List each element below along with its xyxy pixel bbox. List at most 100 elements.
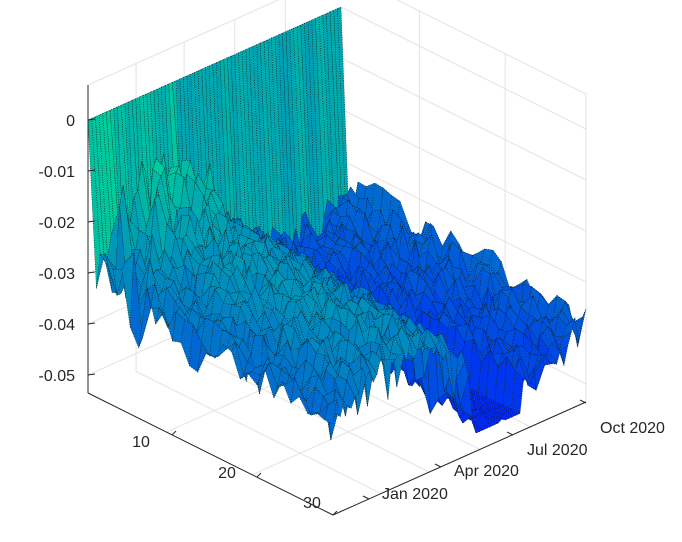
- surface-cell: [238, 50, 251, 256]
- surface-cell: [226, 333, 240, 350]
- surface-cell: [323, 199, 337, 221]
- surface-cell: [485, 418, 499, 426]
- surface-cell: [423, 283, 437, 303]
- maturity-tick-30: [332, 510, 338, 516]
- z-tick-5: [87, 373, 96, 376]
- surface-cell: [279, 293, 292, 323]
- surface-cell: [231, 300, 245, 308]
- surface-cell: [473, 392, 487, 399]
- surface-cell: [106, 109, 119, 244]
- surface-cell: [129, 253, 143, 349]
- surface-cell: [261, 242, 274, 277]
- surface-cell: [331, 282, 345, 304]
- surface-cell: [235, 291, 248, 306]
- surface-cell: [166, 165, 180, 177]
- surface-cell: [522, 278, 536, 299]
- surface-cell: [180, 319, 194, 366]
- surface-cell: [300, 22, 314, 255]
- surface-cell: [206, 353, 219, 359]
- date-tick-jan: [362, 495, 370, 500]
- surface-cell: [314, 374, 328, 397]
- surface-cell: [511, 288, 525, 308]
- surface-cell: [282, 377, 295, 405]
- z-tick-label-1: -0.01: [39, 164, 76, 181]
- surface-cell: [342, 379, 356, 409]
- grid-side-z-0: [340, 6, 587, 130]
- surface-cell: [360, 353, 374, 383]
- surface-cell: [309, 248, 323, 301]
- surface-cell: [472, 339, 486, 363]
- surface-cell: [379, 344, 393, 400]
- surface-cell: [466, 411, 480, 427]
- surface-cell: [169, 280, 183, 304]
- surface-cell: [345, 214, 358, 236]
- surface-cell: [262, 335, 276, 370]
- surface-cell: [442, 311, 456, 330]
- z-tick-1: [87, 169, 96, 172]
- surface-cell: [268, 363, 282, 388]
- surface-cell: [511, 370, 524, 414]
- surface-cell: [405, 232, 419, 251]
- surface-cell: [155, 307, 168, 328]
- surface-cell: [306, 289, 320, 319]
- grid-side-z-3: [340, 159, 587, 283]
- surface-cell: [507, 408, 521, 416]
- surface-cell: [273, 380, 287, 399]
- surface-cell: [498, 352, 511, 376]
- surface-cell: [282, 323, 296, 352]
- surface-cell: [451, 280, 464, 315]
- maturity-tick-20: [256, 472, 262, 478]
- surface-cell: [490, 400, 504, 408]
- surface-cell: [493, 273, 507, 289]
- surface-cell: [175, 306, 189, 321]
- surface-cell: [503, 410, 517, 418]
- surface-cell: [549, 309, 563, 323]
- surface-cell: [241, 225, 255, 233]
- surface-cell: [162, 223, 176, 263]
- surface-cell: [388, 287, 401, 317]
- surface-cell: [241, 49, 255, 256]
- surface-cell: [404, 224, 418, 247]
- surface-cell: [354, 303, 367, 320]
- date-tick-apr: [434, 463, 442, 468]
- surface-cell: [474, 398, 488, 407]
- surface-cell: [317, 361, 330, 392]
- surface-cell: [107, 206, 120, 270]
- surface-cell: [172, 264, 186, 288]
- surface-cell: [418, 234, 432, 258]
- surface-cell: [421, 221, 435, 240]
- surface-cell: [197, 341, 211, 373]
- surface-cell: [172, 80, 185, 300]
- surface-cell: [368, 350, 382, 376]
- surface-cell: [279, 354, 293, 381]
- surface-cell: [238, 291, 252, 304]
- surface-cell: [445, 296, 458, 325]
- surface-cell: [309, 318, 322, 339]
- surface-cell: [146, 287, 160, 325]
- surface-cell: [562, 317, 576, 338]
- box-outline: [87, 0, 587, 402]
- surface-cell: [248, 371, 261, 386]
- surface-cell: [539, 332, 553, 350]
- maturity-tick-label-20: 20: [218, 465, 236, 482]
- z-tick-label-0: 0: [66, 113, 75, 130]
- surface-cell: [314, 263, 328, 294]
- surface-cell: [558, 331, 572, 352]
- surface-cell: [481, 396, 496, 403]
- surface-cell: [551, 339, 565, 366]
- surface-cell: [252, 241, 266, 262]
- surface-cell: [481, 412, 495, 427]
- grid-floor-date-0: [135, 371, 382, 494]
- surface-cell: [469, 339, 482, 393]
- surface-cell: [503, 328, 516, 348]
- surface-cell: [328, 210, 342, 227]
- surface-cell: [377, 224, 391, 243]
- surface-cell: [441, 305, 455, 324]
- surface-cell: [554, 315, 567, 338]
- surface-cell: [481, 264, 495, 274]
- surface-cell: [247, 293, 261, 325]
- surface-cell: [352, 211, 366, 244]
- surface-cell: [426, 328, 440, 348]
- surface-cell: [491, 407, 505, 415]
